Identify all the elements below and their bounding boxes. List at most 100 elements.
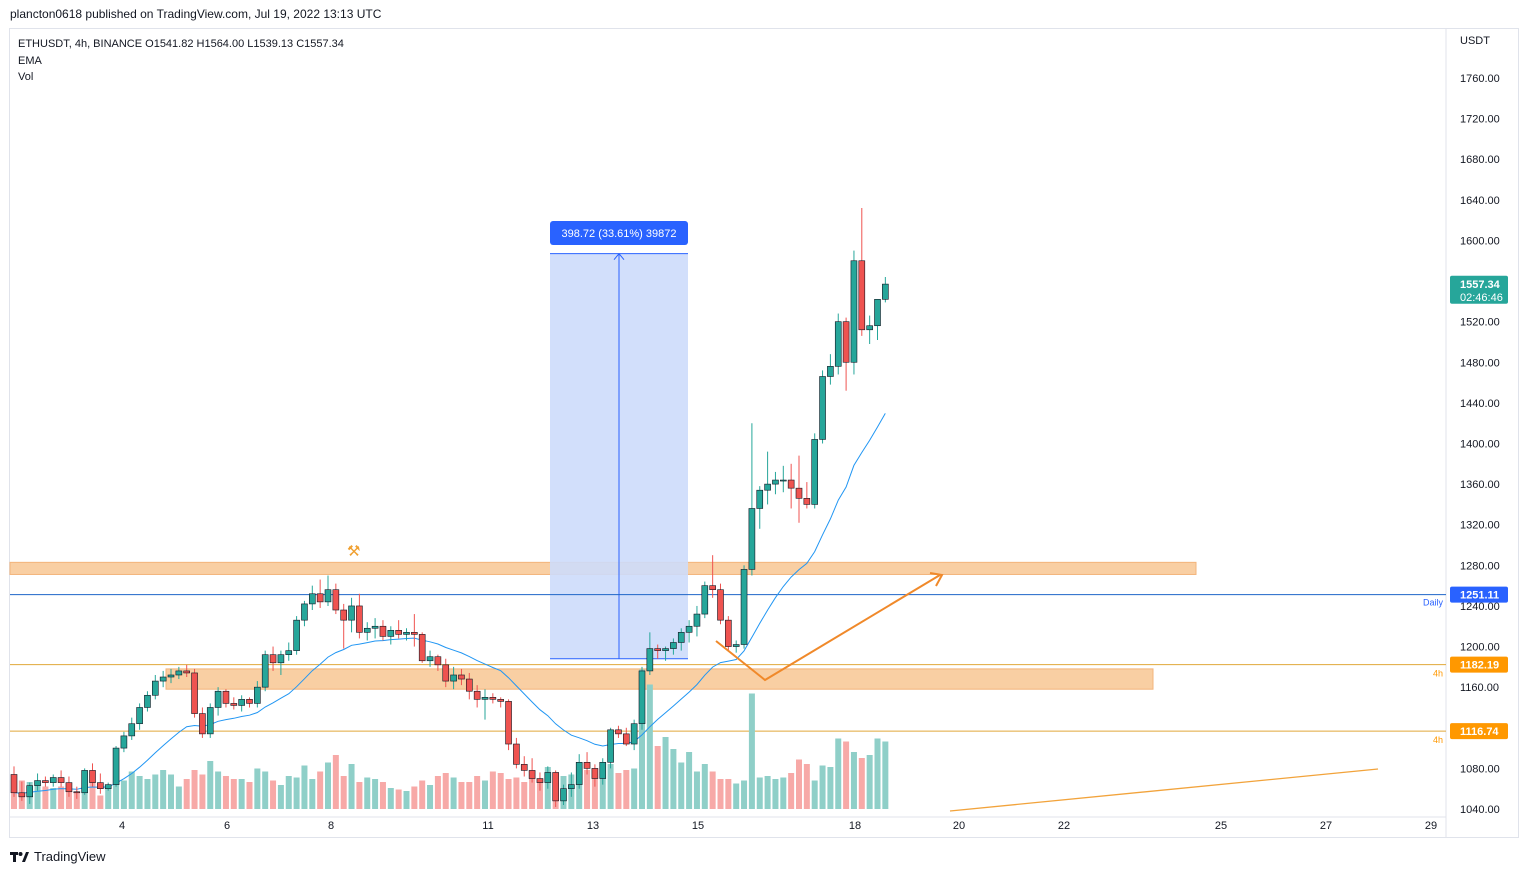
candle-body[interactable] (764, 483, 771, 491)
candle-body[interactable] (183, 670, 190, 674)
candle-body[interactable] (575, 761, 583, 785)
candle-body[interactable] (615, 729, 622, 735)
candle-body[interactable] (152, 680, 159, 696)
trendline[interactable] (949, 768, 1379, 812)
candle-body[interactable] (246, 699, 253, 704)
candle-body[interactable] (670, 642, 677, 649)
candle-body[interactable] (795, 487, 803, 499)
candle-body[interactable] (65, 782, 73, 793)
candle-body[interactable] (787, 479, 795, 489)
candle-body[interactable] (214, 690, 222, 708)
candle-body[interactable] (348, 605, 355, 621)
candle-body[interactable] (677, 632, 685, 643)
candle-body[interactable] (285, 650, 293, 655)
candle-body[interactable] (528, 770, 536, 779)
candle-body[interactable] (473, 690, 481, 700)
candle-body[interactable] (395, 630, 402, 635)
candle-body[interactable] (505, 701, 512, 745)
candle-body[interactable] (450, 674, 457, 682)
candle-body[interactable] (513, 743, 520, 765)
candle-body[interactable] (73, 791, 81, 794)
candle-body[interactable] (819, 376, 826, 440)
candle-body[interactable] (254, 686, 261, 704)
candle-body[interactable] (301, 603, 308, 621)
candle-body[interactable] (866, 325, 873, 331)
candle-body[interactable] (238, 699, 245, 706)
candle-body[interactable] (772, 479, 779, 485)
candle-body[interactable] (536, 778, 544, 783)
candle-body[interactable] (834, 321, 842, 367)
candle-body[interactable] (717, 589, 724, 621)
support-zone[interactable] (165, 668, 1154, 690)
candle-body[interactable] (654, 648, 662, 651)
candle-body[interactable] (120, 735, 128, 749)
candle-body[interactable] (191, 672, 198, 714)
candle-body[interactable] (434, 656, 442, 666)
candle-body[interactable] (779, 479, 787, 482)
candle-body[interactable] (842, 321, 850, 363)
candle-body[interactable] (418, 634, 426, 662)
candle-body[interactable] (748, 508, 756, 570)
candle-body[interactable] (630, 723, 638, 745)
candle-body[interactable] (732, 644, 740, 647)
candle-body[interactable] (206, 707, 214, 735)
candle-body[interactable] (568, 784, 575, 789)
level-1-badge[interactable] (1450, 656, 1508, 673)
candle-body[interactable] (49, 777, 57, 783)
measure-badge[interactable] (550, 221, 688, 245)
candle-body[interactable] (827, 366, 834, 377)
candle-body[interactable] (411, 632, 418, 635)
candle-body[interactable] (42, 780, 49, 783)
candle-body[interactable] (104, 784, 112, 789)
candle-body[interactable] (159, 676, 167, 682)
candle-body[interactable] (685, 625, 693, 633)
candle-body[interactable] (387, 630, 395, 637)
candle-body[interactable] (81, 770, 88, 794)
candle-body[interactable] (277, 654, 285, 664)
candle-body[interactable] (316, 593, 324, 603)
candle-body[interactable] (725, 619, 732, 647)
candle-body[interactable] (10, 774, 18, 794)
candle-body[interactable] (97, 782, 104, 789)
candle-body[interactable] (850, 260, 858, 363)
candle-body[interactable] (465, 678, 473, 692)
candle-body[interactable] (426, 656, 434, 662)
candle-body[interactable] (458, 674, 465, 680)
candle-body[interactable] (308, 593, 316, 605)
candle-body[interactable] (199, 713, 206, 735)
candle-body[interactable] (756, 489, 764, 509)
candle-body[interactable] (261, 654, 269, 688)
candle-body[interactable] (709, 585, 716, 591)
last-price-badge[interactable] (1450, 275, 1508, 304)
candle-body[interactable] (269, 654, 277, 664)
candle-body[interactable] (18, 792, 26, 798)
candle-body[interactable] (583, 761, 591, 769)
candle-body[interactable] (701, 585, 709, 615)
candle-body[interactable] (591, 768, 599, 779)
candle-body[interactable] (144, 694, 151, 708)
candle-body[interactable] (552, 772, 559, 802)
ema-line[interactable] (13, 413, 886, 794)
candle-body[interactable] (646, 648, 654, 672)
candle-body[interactable] (128, 723, 136, 737)
candle-body[interactable] (34, 780, 41, 786)
ema-indicator-label[interactable]: EMA (18, 54, 42, 67)
candle-body[interactable] (57, 777, 65, 783)
candle-body[interactable] (520, 764, 528, 771)
candle-body[interactable] (403, 632, 410, 635)
chart-frame[interactable] (9, 28, 1519, 838)
candle-body[interactable] (607, 729, 614, 763)
candle-body[interactable] (481, 697, 489, 700)
candle-body[interactable] (379, 625, 387, 637)
level-2-badge[interactable] (1450, 723, 1508, 740)
candle-body[interactable] (293, 619, 300, 651)
candle-body[interactable] (112, 747, 120, 785)
candle-body[interactable] (489, 697, 497, 700)
candle-body[interactable] (638, 670, 646, 725)
candle-body[interactable] (497, 699, 505, 702)
candle-body[interactable] (599, 761, 607, 779)
candle-body[interactable] (662, 648, 669, 651)
candle-body[interactable] (693, 613, 701, 627)
candle-body[interactable] (175, 670, 183, 676)
candle-body[interactable] (26, 785, 34, 798)
